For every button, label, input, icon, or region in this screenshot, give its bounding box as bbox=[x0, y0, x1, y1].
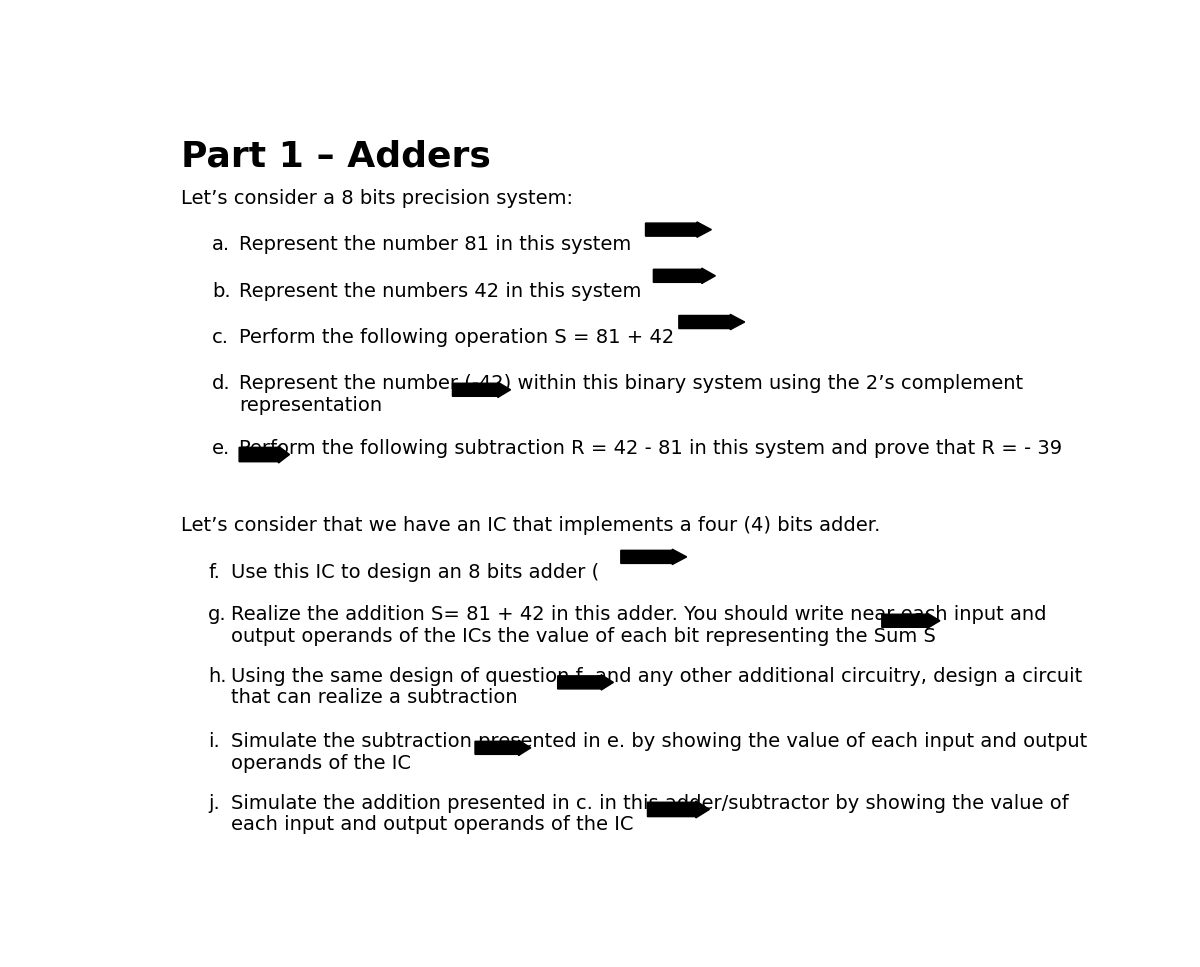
Text: d.: d. bbox=[212, 374, 230, 393]
Text: Perform the following operation S = 81 + 42: Perform the following operation S = 81 +… bbox=[239, 328, 674, 347]
FancyArrow shape bbox=[646, 221, 712, 237]
Text: Part 1 – Adders: Part 1 – Adders bbox=[181, 139, 491, 173]
FancyArrow shape bbox=[882, 613, 940, 629]
Text: e.: e. bbox=[212, 439, 230, 458]
Text: Simulate the addition presented in c. in this adder/subtractor by showing the va: Simulate the addition presented in c. in… bbox=[232, 794, 1069, 812]
Text: Using the same design of question f, and any other additional circuitry, design : Using the same design of question f, and… bbox=[232, 666, 1082, 686]
Text: Represent the numbers 42 in this system: Represent the numbers 42 in this system bbox=[239, 281, 642, 301]
FancyArrow shape bbox=[558, 675, 613, 690]
Text: b.: b. bbox=[212, 281, 230, 301]
FancyArrow shape bbox=[653, 268, 715, 283]
FancyArrow shape bbox=[452, 382, 510, 397]
Text: Simulate the subtraction presented in e. by showing the value of each input and : Simulate the subtraction presented in e.… bbox=[232, 732, 1087, 751]
Text: operands of the IC: operands of the IC bbox=[232, 753, 412, 773]
Text: Let’s consider that we have an IC that implements a four (4) bits adder.: Let’s consider that we have an IC that i… bbox=[181, 516, 881, 536]
Text: i.: i. bbox=[208, 732, 220, 751]
FancyArrow shape bbox=[648, 801, 709, 818]
Text: Represent the number 81 in this system: Represent the number 81 in this system bbox=[239, 235, 631, 254]
Text: Represent the number (-42) within this binary system using the 2’s complement: Represent the number (-42) within this b… bbox=[239, 374, 1024, 393]
Text: a.: a. bbox=[212, 235, 230, 254]
FancyArrow shape bbox=[475, 740, 530, 755]
Text: Use this IC to design an 8 bits adder (: Use this IC to design an 8 bits adder ( bbox=[232, 563, 600, 581]
Text: j.: j. bbox=[208, 794, 220, 812]
FancyArrow shape bbox=[239, 446, 289, 463]
Text: that can realize a subtraction: that can realize a subtraction bbox=[232, 689, 518, 707]
Text: h.: h. bbox=[208, 666, 227, 686]
Text: Let’s consider a 8 bits precision system:: Let’s consider a 8 bits precision system… bbox=[181, 190, 574, 208]
Text: representation: representation bbox=[239, 396, 383, 415]
Text: output operands of the ICs the value of each bit representing the Sum S: output operands of the ICs the value of … bbox=[232, 627, 936, 646]
Text: f.: f. bbox=[208, 563, 220, 581]
Text: Realize the addition S= 81 + 42 in this adder. You should write near each input : Realize the addition S= 81 + 42 in this … bbox=[232, 605, 1046, 624]
Text: Perform the following subtraction R = 42 - 81 in this system and prove that R = : Perform the following subtraction R = 42… bbox=[239, 439, 1062, 458]
FancyArrow shape bbox=[620, 549, 686, 565]
FancyArrow shape bbox=[679, 314, 745, 330]
Text: each input and output operands of the IC: each input and output operands of the IC bbox=[232, 815, 634, 835]
Text: c.: c. bbox=[212, 328, 229, 347]
Text: g.: g. bbox=[208, 605, 227, 624]
